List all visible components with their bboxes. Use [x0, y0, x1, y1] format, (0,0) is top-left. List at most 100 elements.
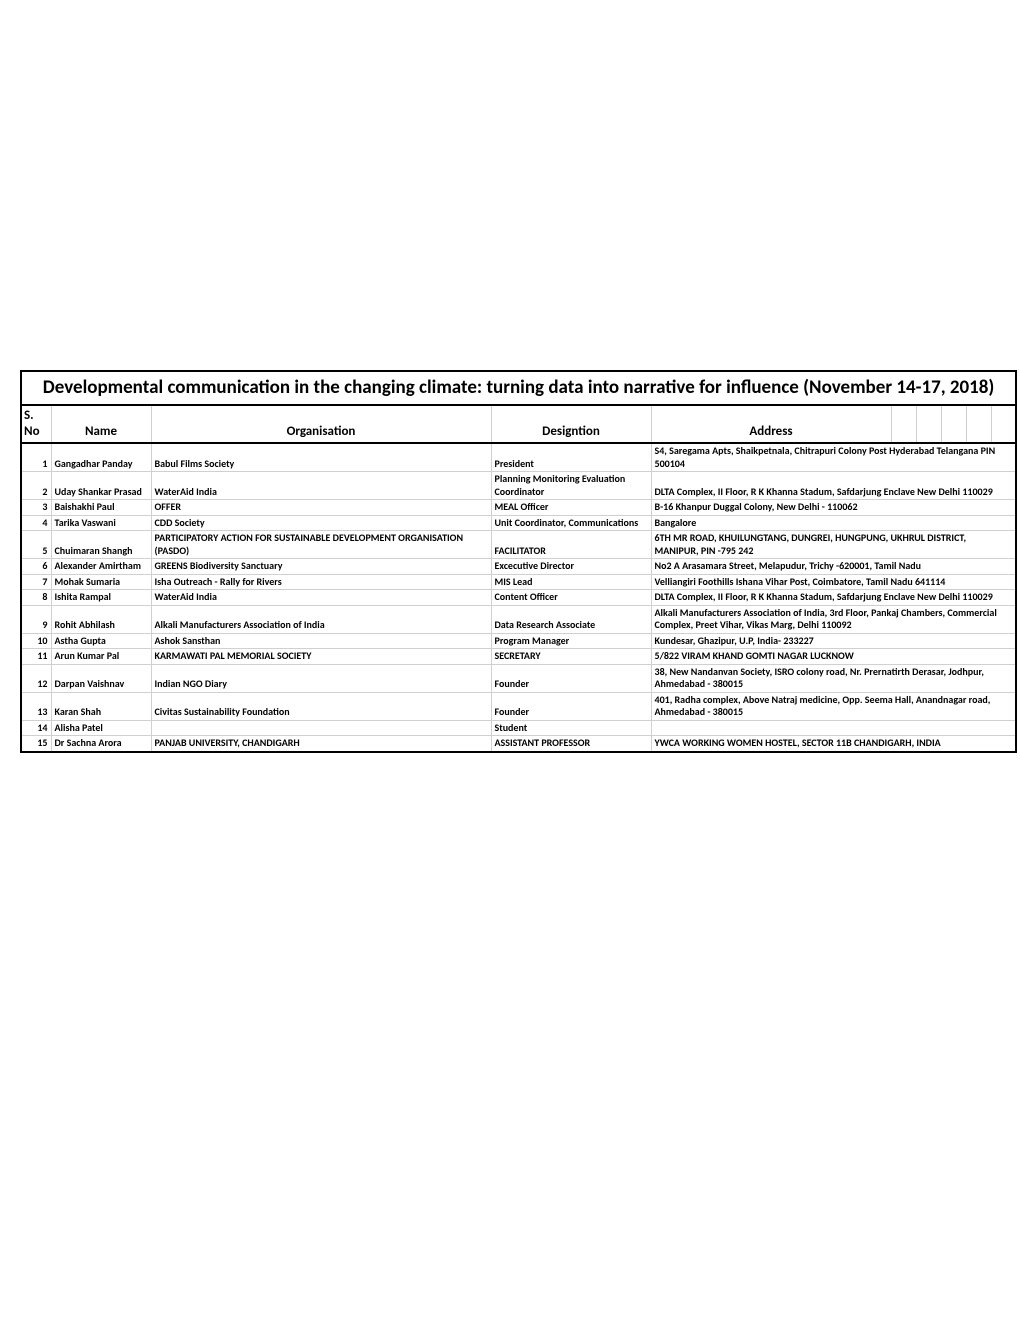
cell-addr: DLTA Complex, II Floor, R K Khanna Stadu…	[651, 472, 1016, 500]
table-row: 15Dr Sachna AroraPANJAB UNIVERSITY, CHAN…	[21, 736, 1016, 752]
table-row: 3Baishakhi PaulOFFERMEAL OfficerB-16 Kha…	[21, 500, 1016, 516]
table-row: 1Gangadhar PandayBabul Films SocietyPres…	[21, 443, 1016, 472]
col-extra	[916, 405, 941, 444]
cell-desig: MEAL Officer	[491, 500, 651, 516]
cell-org: PARTICIPATORY ACTION FOR SUSTAINABLE DEV…	[151, 531, 491, 559]
cell-addr: Alkali Manufacturers Association of Indi…	[651, 605, 1016, 633]
cell-name: Ishita Rampal	[51, 590, 151, 606]
cell-name: Dr Sachna Arora	[51, 736, 151, 752]
cell-addr: Velliangiri Foothills Ishana Vihar Post,…	[651, 574, 1016, 590]
cell-sno: 11	[21, 649, 51, 665]
cell-org: CDD Society	[151, 515, 491, 531]
cell-desig: Excecutive Director	[491, 559, 651, 575]
cell-desig: FACILITATOR	[491, 531, 651, 559]
table-row: 8Ishita RampalWaterAid IndiaContent Offi…	[21, 590, 1016, 606]
table-row: 14Alisha PatelStudent	[21, 720, 1016, 736]
cell-org: Babul Films Society	[151, 443, 491, 472]
cell-desig: Program Manager	[491, 633, 651, 649]
cell-org: Alkali Manufacturers Association of Indi…	[151, 605, 491, 633]
cell-name: Mohak Sumaria	[51, 574, 151, 590]
cell-sno: 1	[21, 443, 51, 472]
cell-addr: B-16 Khanpur Duggal Colony, New Delhi - …	[651, 500, 1016, 516]
participants-table: Developmental communication in the chang…	[20, 370, 1017, 753]
col-extra	[966, 405, 991, 444]
cell-addr: S4, Saregama Apts, Shaikpetnala, Chitrap…	[651, 443, 1016, 472]
cell-addr: No2 A Arasamara Street, Melapudur, Trich…	[651, 559, 1016, 575]
cell-name: Uday Shankar Prasad	[51, 472, 151, 500]
cell-org: Isha Outreach - Rally for Rivers	[151, 574, 491, 590]
cell-org	[151, 720, 491, 736]
cell-name: Rohit Abhilash	[51, 605, 151, 633]
title-row: Developmental communication in the chang…	[21, 371, 1016, 405]
cell-name: Chuimaran Shangh	[51, 531, 151, 559]
cell-name: Karan Shah	[51, 692, 151, 720]
cell-org: KARMAWATI PAL MEMORIAL SOCIETY	[151, 649, 491, 665]
cell-desig: President	[491, 443, 651, 472]
cell-desig: Unit Coordinator, Communications	[491, 515, 651, 531]
cell-addr: 38, New Nandanvan Society, ISRO colony r…	[651, 664, 1016, 692]
cell-desig: SECRETARY	[491, 649, 651, 665]
table-row: 4Tarika VaswaniCDD SocietyUnit Coordinat…	[21, 515, 1016, 531]
cell-addr: 5/822 VIRAM KHAND GOMTI NAGAR LUCKNOW	[651, 649, 1016, 665]
table-row: 12Darpan VaishnavIndian NGO DiaryFounder…	[21, 664, 1016, 692]
cell-sno: 4	[21, 515, 51, 531]
table-row: 6Alexander AmirthamGREENS Biodiversity S…	[21, 559, 1016, 575]
cell-addr	[651, 720, 1016, 736]
cell-name: Alexander Amirtham	[51, 559, 151, 575]
cell-desig: Data Research Associate	[491, 605, 651, 633]
cell-name: Tarika Vaswani	[51, 515, 151, 531]
cell-name: Baishakhi Paul	[51, 500, 151, 516]
cell-sno: 5	[21, 531, 51, 559]
cell-desig: Founder	[491, 664, 651, 692]
table-title: Developmental communication in the chang…	[21, 371, 1016, 405]
cell-sno: 14	[21, 720, 51, 736]
cell-sno: 6	[21, 559, 51, 575]
cell-sno: 12	[21, 664, 51, 692]
cell-name: Astha Gupta	[51, 633, 151, 649]
cell-addr: DLTA Complex, II Floor, R K Khanna Stadu…	[651, 590, 1016, 606]
table-row: 2Uday Shankar PrasadWaterAid IndiaPlanni…	[21, 472, 1016, 500]
cell-desig: MIS Lead	[491, 574, 651, 590]
table-row: 9Rohit AbhilashAlkali Manufacturers Asso…	[21, 605, 1016, 633]
col-addr: Address	[651, 405, 891, 444]
col-name: Name	[51, 405, 151, 444]
cell-sno: 3	[21, 500, 51, 516]
col-extra	[891, 405, 916, 444]
cell-sno: 13	[21, 692, 51, 720]
table-row: 11Arun Kumar PalKARMAWATI PAL MEMORIAL S…	[21, 649, 1016, 665]
col-org: Organisation	[151, 405, 491, 444]
cell-name: Arun Kumar Pal	[51, 649, 151, 665]
col-desig: Designtion	[491, 405, 651, 444]
cell-name: Darpan Vaishnav	[51, 664, 151, 692]
cell-org: WaterAid India	[151, 472, 491, 500]
cell-addr: Kundesar, Ghazipur, U.P, India- 233227	[651, 633, 1016, 649]
cell-desig: Content Officer	[491, 590, 651, 606]
cell-sno: 7	[21, 574, 51, 590]
cell-desig: ASSISTANT PROFESSOR	[491, 736, 651, 752]
cell-sno: 15	[21, 736, 51, 752]
cell-addr: Bangalore	[651, 515, 1016, 531]
table-row: 10Astha GuptaAshok SansthanProgram Manag…	[21, 633, 1016, 649]
cell-org: WaterAid India	[151, 590, 491, 606]
page: Developmental communication in the chang…	[0, 0, 1020, 1320]
col-sno: S. No	[21, 405, 51, 444]
cell-org: GREENS Biodiversity Sanctuary	[151, 559, 491, 575]
table-row: 13Karan ShahCivitas Sustainability Found…	[21, 692, 1016, 720]
cell-org: Civitas Sustainability Foundation	[151, 692, 491, 720]
cell-desig: Student	[491, 720, 651, 736]
cell-org: OFFER	[151, 500, 491, 516]
cell-org: PANJAB UNIVERSITY, CHANDIGARH	[151, 736, 491, 752]
table-row: 5Chuimaran ShanghPARTICIPATORY ACTION FO…	[21, 531, 1016, 559]
col-extra	[991, 405, 1016, 444]
table-row: 7Mohak SumariaIsha Outreach - Rally for …	[21, 574, 1016, 590]
cell-sno: 8	[21, 590, 51, 606]
cell-addr: YWCA WORKING WOMEN HOSTEL, SECTOR 11B CH…	[651, 736, 1016, 752]
cell-addr: 6TH MR ROAD, KHUILUNGTANG, DUNGREI, HUNG…	[651, 531, 1016, 559]
header-row: S. NoNameOrganisationDesigntionAddress	[21, 405, 1016, 444]
cell-desig: Founder	[491, 692, 651, 720]
cell-org: Indian NGO Diary	[151, 664, 491, 692]
cell-addr: 401, Radha complex, Above Natraj medicin…	[651, 692, 1016, 720]
cell-name: Gangadhar Panday	[51, 443, 151, 472]
cell-sno: 2	[21, 472, 51, 500]
cell-org: Ashok Sansthan	[151, 633, 491, 649]
